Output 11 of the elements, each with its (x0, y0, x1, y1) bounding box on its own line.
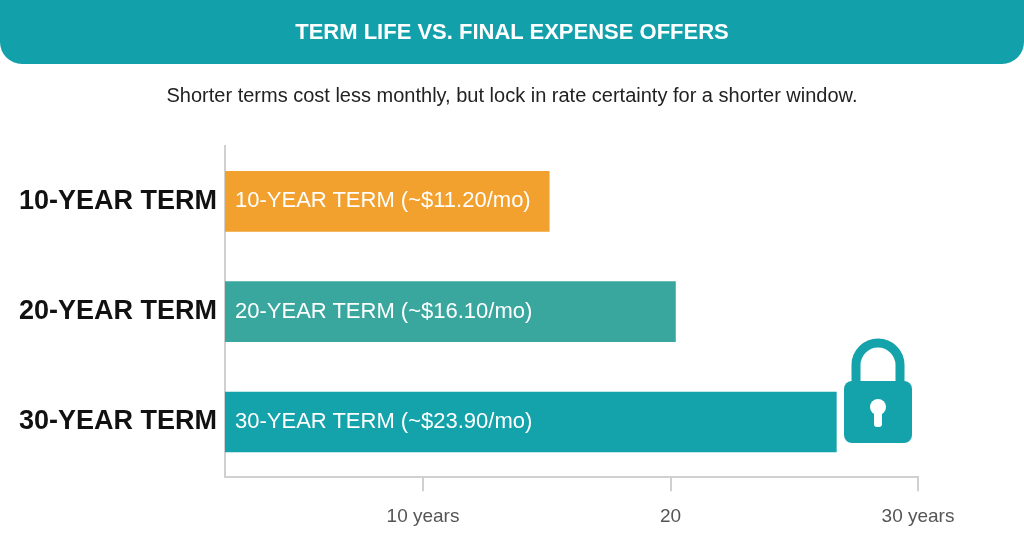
data-label: 30-YEAR TERM (~$23.90/mo) (235, 408, 533, 434)
y-tick-label: 10-YEAR TERM (18, 184, 217, 215)
data-label: 20-YEAR TERM (~$16.10/mo) (235, 297, 533, 323)
y-tick-label: 20-YEAR TERM (18, 295, 217, 326)
chart-subtitle: Shorter terms cost less monthly, but lock in rate certainty for a shorter window. (165, 84, 859, 107)
x-tick-label: 30 years (881, 504, 955, 526)
chart-title: TERM LIFE VS. FINAL EXPENSE OFFERS (295, 19, 729, 45)
data-label: 10-YEAR TERM (~$11.20/mo) (235, 187, 531, 213)
x-tick-label: 20 (659, 504, 682, 526)
x-tick-label: 10 years (386, 504, 460, 526)
y-tick-label: 30-YEAR TERM (18, 405, 217, 436)
